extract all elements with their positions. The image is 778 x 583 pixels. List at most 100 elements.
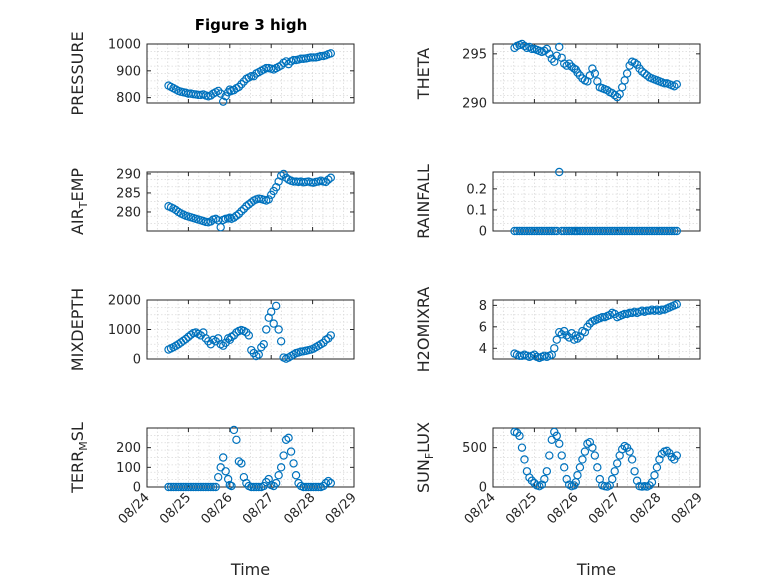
data-point — [560, 326, 569, 336]
data-point — [537, 480, 547, 489]
data-point — [324, 476, 333, 486]
data-point — [237, 80, 246, 89]
data-point — [647, 478, 657, 487]
data-point — [281, 435, 291, 444]
subplot-1: 800 900 1000 PRESSURE — [68, 31, 355, 116]
data-point — [575, 463, 585, 472]
y-axis-label-main: AIR — [68, 208, 87, 235]
data-point — [232, 435, 241, 444]
data-point — [214, 86, 223, 96]
data-point — [206, 482, 215, 492]
data-point — [229, 425, 239, 435]
data-point — [545, 49, 554, 59]
data-point — [622, 69, 632, 78]
data-point — [657, 305, 667, 314]
data-point — [555, 167, 564, 177]
data-point — [244, 331, 254, 340]
data-point — [585, 437, 595, 447]
data-point — [209, 482, 218, 492]
data-point — [216, 222, 225, 232]
marker-series — [510, 300, 682, 363]
data-point — [211, 482, 220, 492]
data-point — [540, 474, 549, 484]
data-point — [527, 476, 537, 485]
y-axis-label: RAINFALL — [414, 164, 433, 239]
y-tick-label: 100 — [116, 461, 141, 476]
data-point — [627, 455, 637, 464]
data-point — [262, 325, 271, 334]
data-point — [234, 82, 244, 92]
data-point — [672, 80, 682, 89]
data-point — [237, 207, 246, 216]
data-point — [284, 59, 293, 69]
data-point — [590, 69, 600, 78]
data-point — [550, 344, 559, 353]
data-point — [239, 204, 249, 214]
data-point — [547, 226, 556, 236]
data-point — [227, 481, 236, 491]
data-point — [545, 451, 554, 460]
data-point — [234, 209, 244, 219]
data-point — [670, 82, 679, 91]
data-point — [274, 471, 283, 480]
axes-frame — [492, 427, 701, 488]
data-point — [598, 312, 607, 322]
data-point — [580, 447, 590, 456]
data-point — [578, 455, 587, 464]
data-point — [555, 42, 564, 52]
data-point — [316, 51, 326, 61]
data-point — [276, 463, 286, 472]
data-point — [314, 482, 323, 492]
axes-frame — [146, 43, 355, 104]
marker-series — [510, 39, 682, 102]
y-axis-label: H2OMIXRA — [414, 287, 433, 373]
data-point — [625, 447, 634, 456]
data-point — [271, 301, 281, 311]
data-point — [232, 211, 241, 220]
data-point — [555, 439, 564, 448]
y-axis-label: SUNFLUX — [414, 422, 436, 493]
data-point — [560, 59, 569, 68]
y-axis-label-tail: LUX — [414, 422, 433, 453]
data-point — [326, 49, 336, 58]
axes-frame — [492, 43, 701, 104]
data-point — [605, 310, 614, 320]
y-tick-label: 0 — [133, 481, 141, 496]
data-point — [223, 474, 233, 484]
data-point — [542, 467, 552, 476]
data-point — [575, 332, 585, 341]
data-point — [254, 350, 263, 359]
data-point — [552, 431, 561, 441]
y-axis-label: AIRTEMP — [68, 168, 90, 235]
y-tick-label: 0.1 — [466, 203, 487, 218]
data-point — [672, 300, 682, 309]
data-point — [662, 446, 672, 456]
data-point — [218, 453, 228, 462]
data-point — [610, 90, 619, 100]
y-tick-label: 4 — [479, 342, 487, 357]
data-point — [321, 177, 331, 187]
data-point — [284, 433, 293, 443]
data-point — [237, 459, 246, 468]
marker-series — [164, 301, 336, 363]
data-point — [274, 325, 283, 334]
marker-series — [164, 169, 336, 232]
data-point — [326, 173, 336, 182]
data-point — [552, 335, 561, 344]
y-tick-label: 8 — [479, 299, 487, 314]
data-point — [264, 195, 273, 204]
y-axis-label: THETA — [414, 48, 433, 100]
marker-series — [164, 49, 336, 106]
y-axis-label-subscript: F — [423, 453, 436, 459]
data-point — [632, 476, 642, 485]
data-point — [234, 457, 244, 466]
y-tick-label: 6 — [479, 320, 487, 335]
data-point — [289, 459, 298, 468]
data-point — [560, 463, 569, 472]
marker-series — [510, 427, 682, 491]
data-point — [515, 431, 524, 441]
y-tick-label: 0 — [479, 481, 487, 496]
y-axis-label: MIXDEPTH — [68, 288, 87, 371]
data-point — [655, 455, 664, 464]
